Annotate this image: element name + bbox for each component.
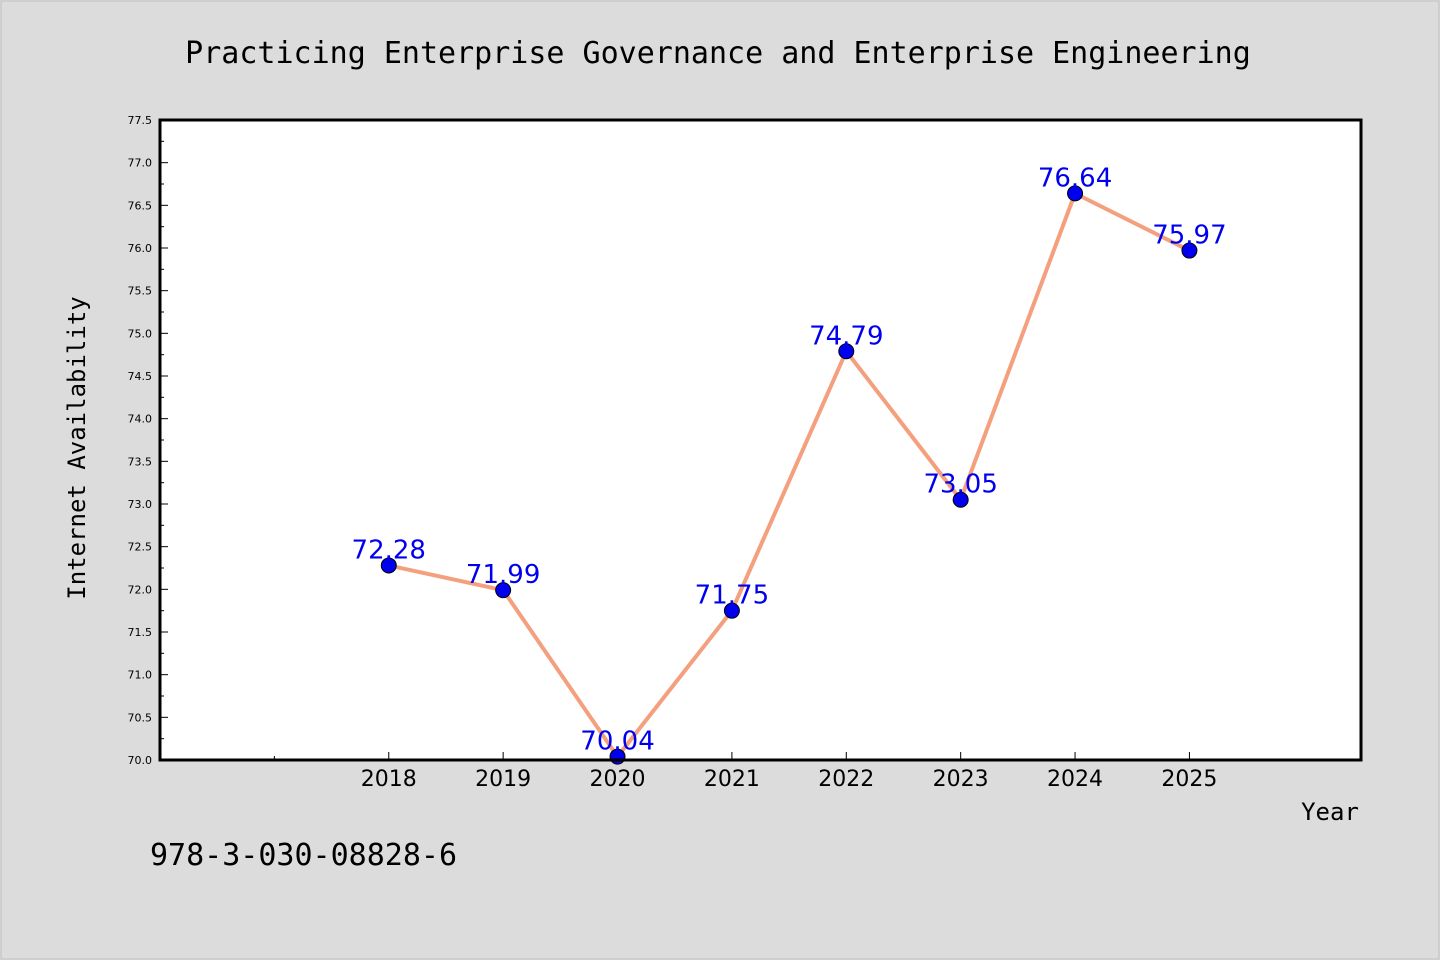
plot-frame [158,118,1363,762]
y-tick-label: 72.5 [128,541,153,554]
data-point [380,557,397,574]
data-point [1067,185,1084,202]
x-tick-label: 2018 [361,767,417,792]
data-label: 72.28 [352,535,426,565]
data-label: 73.05 [923,470,997,500]
data-point [952,491,969,508]
data-labels: 72.28 71.99 70.04 71.75 74.79 73.05 76.64 75.97 [352,163,1227,756]
x-tick-label: 2025 [1161,767,1217,792]
data-point [723,602,740,619]
data-point [495,582,512,599]
y-tick-label: 74.5 [128,370,153,383]
data-label: 71.75 [695,581,769,611]
y-tick-label: 73.5 [128,455,153,468]
y-tick-label: 77.5 [128,114,153,127]
x-tick-label: 2020 [590,767,646,792]
x-tick-label: 2023 [933,767,989,792]
y-tick-label: 75.5 [128,285,153,298]
chart-title: Practicing Enterprise Governance and Ent… [185,36,1251,71]
series-line [388,191,1191,759]
y-tick-label: 76.5 [128,199,153,212]
data-point [838,343,855,360]
data-label: 70.04 [580,727,654,757]
x-tick-label: 2024 [1047,767,1103,792]
x-axis-label: Year [1301,798,1359,826]
y-tick-label: 77.0 [128,157,153,170]
y-tick-label: 70.0 [128,754,153,767]
data-label: 71.99 [466,560,540,590]
data-label: 74.79 [809,321,883,351]
y-tick-label: 71.0 [128,669,153,682]
y-tick-label: 71.5 [128,626,153,639]
y-tick-label: 74.0 [128,413,153,426]
x-tick-label: 2019 [475,767,531,792]
y-axis-label: Internet Availability [63,296,91,599]
x-axis-ticks: 2018 2019 2020 2021 2022 2023 2024 2025 [159,752,1217,792]
data-markers [380,185,1198,765]
plot-area [160,120,1361,760]
y-tick-label: 73.0 [128,498,153,511]
isbn-caption: 978-3-030-08828-6 [150,838,457,873]
data-label: 75.97 [1152,221,1226,251]
data-label: 76.64 [1038,163,1112,193]
data-point [1181,242,1198,259]
y-tick-label: 72.0 [128,583,153,596]
x-tick-label: 2021 [704,767,760,792]
x-tick-label: 2022 [818,767,874,792]
y-axis-ticks: 70.0 70.5 71.0 71.5 72.0 72.5 73.0 73.5 74.0 74.5… [128,114,168,767]
y-tick-label: 76.0 [128,242,153,255]
y-tick-label: 70.5 [128,711,153,724]
y-tick-label: 75.0 [128,327,153,340]
